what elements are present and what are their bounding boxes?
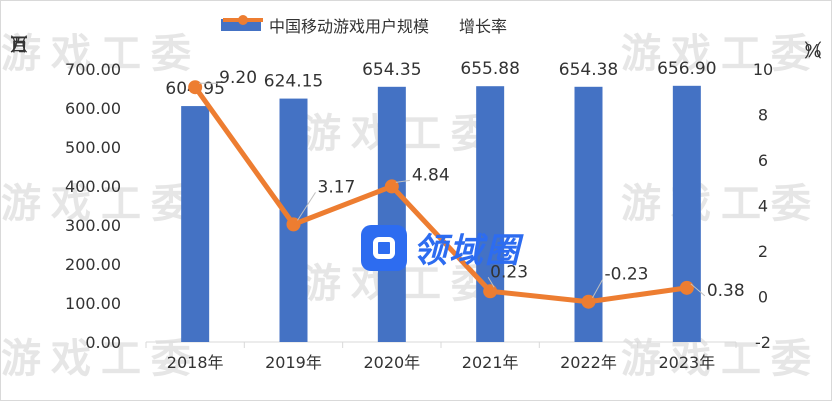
growth-rate-point-6 — [679, 280, 694, 295]
logo-text: 领域圈 — [413, 231, 521, 271]
x-tick-label: 2019年 — [265, 353, 322, 372]
line-value-label: -0.23 — [605, 265, 649, 285]
bar-value-label: 656.90 — [657, 59, 716, 79]
growth-rate-point-2 — [286, 217, 301, 232]
y-left-tick-label: 600.00 — [65, 99, 121, 118]
growth-rate-point-3 — [384, 179, 399, 194]
x-tick-label: 2022年 — [560, 353, 617, 372]
y-left-tick-label: 400.00 — [65, 177, 121, 196]
watermark-1: 游戏工委 — [1, 31, 201, 77]
bar-value-label: 624.15 — [264, 72, 323, 92]
y-left-tick-label: 200.00 — [65, 255, 121, 274]
right-axis-char-2: ） — [804, 41, 822, 62]
y-right-tick-label: 10 — [753, 60, 773, 79]
bar-1 — [181, 106, 210, 343]
bar-4 — [476, 86, 505, 342]
line-value-label: 0.38 — [707, 281, 745, 301]
right-axis-char-1: % — [804, 41, 822, 62]
left-axis-char-3: ） — [10, 35, 28, 56]
line-label-leader — [487, 277, 495, 288]
line-value-label: 3.17 — [318, 177, 356, 197]
x-tick-label: 2018年 — [167, 353, 224, 372]
line-label-leader — [395, 179, 410, 183]
watermark-5: 游戏工委 — [621, 181, 821, 227]
left-axis-char-1: 百 — [10, 35, 28, 56]
y-right-tick-label: 6 — [758, 151, 768, 170]
bar-value-label: 654.35 — [362, 60, 421, 80]
line-label-leader — [297, 192, 316, 221]
legend-line-swatch — [223, 15, 263, 25]
left-axis-char-2: 万 — [10, 35, 28, 56]
x-tick-label: 2020年 — [363, 353, 420, 372]
bar-6 — [672, 85, 701, 343]
growth-rate-line — [193, 85, 688, 305]
legend-item-line: 增长率 — [223, 13, 508, 37]
legend-line-label: 增长率 — [459, 17, 508, 36]
y-right-tick-label: 8 — [758, 106, 768, 125]
growth-rate-point-5 — [581, 294, 596, 309]
line-value-label: 9.20 — [219, 68, 257, 88]
y-right-tick-label: 4 — [758, 197, 768, 216]
legend-bar-label: 中国移动游戏用户规模 — [269, 17, 430, 36]
growth-rate-point-1 — [188, 80, 203, 95]
line-label-leader — [592, 279, 603, 298]
y-left-tick-label: 700.00 — [65, 60, 121, 79]
y-left-tick-label: 500.00 — [65, 138, 121, 157]
right-axis-char-0: （ — [804, 41, 822, 62]
site-logo: 领域圈 — [361, 223, 521, 272]
watermark-7: 游戏工委 — [1, 336, 201, 382]
bar-value-label: 655.88 — [460, 59, 519, 79]
y-right-tick-label: -2 — [755, 333, 771, 352]
bar-value-label: 654.38 — [559, 60, 618, 80]
logo-badge-icon — [361, 224, 407, 271]
x-tick-label: 2023年 — [658, 353, 715, 372]
line-value-label: 0.23 — [490, 262, 528, 282]
growth-rate-point-4 — [483, 284, 498, 299]
watermark-4: 游戏工委 — [1, 181, 201, 227]
y-right-tick-label: 2 — [758, 242, 768, 261]
y-left-tick-label: 0.00 — [85, 333, 121, 352]
line-label-leader — [690, 283, 706, 297]
y-left-tick-label: 300.00 — [65, 216, 121, 235]
x-tick-label: 2021年 — [462, 353, 519, 372]
y-right-tick-label: 0 — [758, 288, 768, 307]
legend: 中国移动游戏用户规模 增长率 — [221, 13, 507, 37]
watermark-2: 游戏工委 — [621, 31, 821, 77]
line-value-label: 4.84 — [412, 165, 450, 185]
watermark-8: 游戏工委 — [621, 336, 821, 382]
y-left-tick-label: 100.00 — [65, 294, 121, 313]
left-axis-char-0: （ — [10, 35, 28, 56]
bar-3 — [377, 86, 406, 342]
